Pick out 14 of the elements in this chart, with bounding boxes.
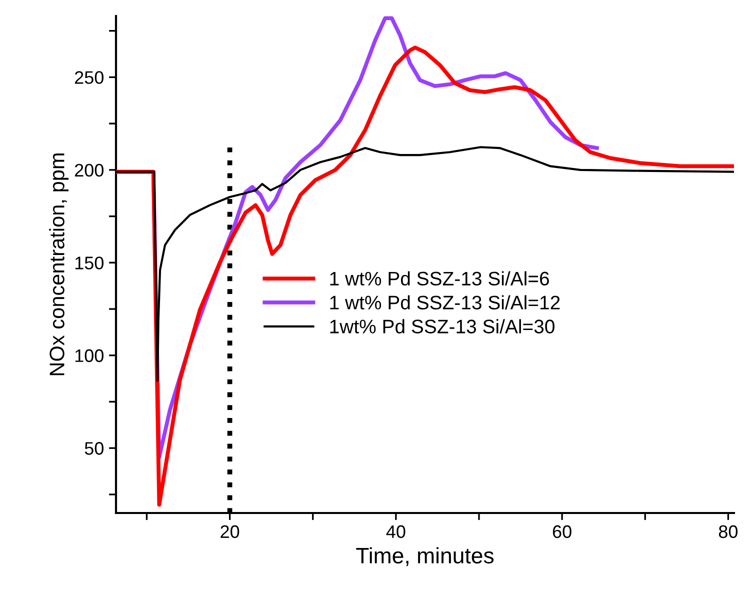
y-tick-label: 100 [75,349,104,362]
x-axis-title: Time, minutes [356,547,494,566]
y-tick-label: 150 [75,256,104,270]
y-tick-label: 250 [74,71,104,84]
legend-label: 1 wt% Pd SSZ-13 Si/Al=12 [330,295,560,310]
legend-label: 1wt% Pd SSZ-13 Si/Al=30 [330,319,554,334]
x-tick-label: 80 [718,525,738,538]
x-tick-label: 20 [220,525,240,538]
legend-label: 1 wt% Pd SSZ-13 Si/Al=6 [330,271,549,286]
x-tick-label: 40 [386,525,406,538]
x-tick-label: 60 [552,525,572,538]
y-tick-label: 50 [84,442,104,455]
y-tick-label: 200 [74,164,104,177]
y-axis-title: NOx concentration, ppm [49,154,69,376]
